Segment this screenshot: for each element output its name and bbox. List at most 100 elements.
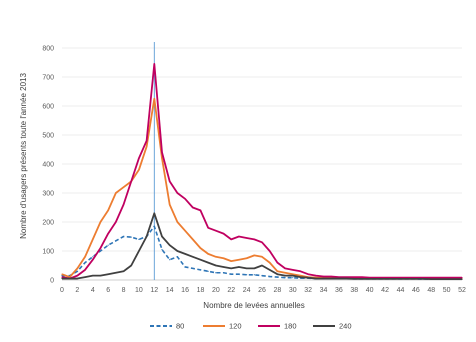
data-point bbox=[192, 206, 194, 209]
data-point bbox=[453, 277, 455, 279]
data-point bbox=[453, 278, 455, 280]
data-point bbox=[376, 278, 378, 280]
x-tick-label: 8 bbox=[122, 287, 126, 294]
data-point bbox=[346, 276, 348, 278]
data-point bbox=[61, 273, 63, 275]
data-point bbox=[122, 204, 125, 206]
data-point bbox=[153, 98, 155, 100]
data-point bbox=[69, 276, 71, 278]
data-point bbox=[238, 273, 240, 275]
data-point bbox=[422, 278, 425, 280]
data-point bbox=[322, 277, 325, 280]
data-point bbox=[346, 277, 348, 280]
data-point bbox=[69, 277, 71, 280]
data-point bbox=[161, 151, 163, 153]
data-point bbox=[92, 238, 94, 240]
data-point bbox=[146, 235, 148, 238]
data-point bbox=[461, 277, 463, 279]
data-point bbox=[330, 275, 332, 278]
data-point bbox=[122, 186, 125, 188]
data-point bbox=[276, 270, 278, 272]
data-point bbox=[84, 256, 86, 258]
data-point bbox=[122, 235, 125, 238]
legend-item-240: 240 bbox=[313, 322, 352, 331]
data-point bbox=[253, 254, 255, 256]
x-tick-label: 12 bbox=[150, 287, 158, 294]
y-axis-ticks: 0 100 200 300 400 500 600 700 800 bbox=[42, 46, 54, 285]
x-tick-label: 34 bbox=[320, 287, 328, 294]
data-point bbox=[361, 276, 363, 278]
data-point bbox=[207, 270, 209, 272]
data-point bbox=[184, 198, 186, 200]
data-point bbox=[92, 256, 94, 258]
x-tick-label: 18 bbox=[197, 287, 205, 294]
data-point bbox=[99, 247, 102, 249]
y-axis-title: Nombre d'usagers présents toute l'année … bbox=[19, 73, 28, 239]
data-point bbox=[184, 230, 186, 232]
data-point bbox=[199, 259, 202, 261]
data-point bbox=[138, 250, 140, 252]
x-tick-label: 48 bbox=[427, 287, 435, 294]
data-point bbox=[107, 209, 109, 211]
data-point bbox=[199, 247, 202, 249]
data-point bbox=[107, 244, 109, 246]
x-tick-label: 40 bbox=[366, 287, 374, 294]
data-point bbox=[461, 278, 463, 280]
y-tick-label: 700 bbox=[42, 75, 54, 82]
data-point bbox=[261, 241, 263, 243]
data-point bbox=[169, 259, 171, 261]
data-point bbox=[130, 264, 132, 267]
data-point bbox=[261, 275, 263, 277]
data-point bbox=[207, 262, 209, 264]
data-point bbox=[84, 262, 86, 264]
data-point bbox=[284, 272, 286, 274]
data-point bbox=[430, 278, 432, 280]
x-tick-label: 20 bbox=[212, 287, 220, 294]
data-point bbox=[261, 264, 263, 267]
data-point bbox=[207, 253, 209, 255]
y-tick-label: 300 bbox=[42, 191, 54, 198]
data-point bbox=[238, 259, 240, 261]
legend-label: 180 bbox=[284, 322, 297, 331]
x-tick-label: 32 bbox=[304, 287, 312, 294]
data-point bbox=[338, 276, 340, 278]
data-point bbox=[176, 250, 178, 252]
y-tick-label: 0 bbox=[50, 278, 54, 285]
data-point bbox=[207, 227, 209, 229]
data-point bbox=[222, 257, 225, 259]
data-point bbox=[230, 267, 232, 269]
data-point bbox=[199, 269, 202, 271]
x-tick-label: 14 bbox=[166, 287, 174, 294]
data-point bbox=[161, 248, 163, 251]
x-axis-ticks: 0 2 4 6 8 10 12 14 16 18 20 22 24 26 28 30 32 34 36 38 40 42 4… bbox=[60, 287, 466, 294]
legend-label: 80 bbox=[176, 322, 184, 331]
data-point bbox=[222, 272, 225, 274]
data-point bbox=[292, 269, 294, 271]
data-point bbox=[299, 275, 302, 277]
series-line-240 bbox=[62, 212, 462, 281]
data-point bbox=[292, 277, 294, 279]
data-point bbox=[76, 267, 78, 269]
data-point bbox=[107, 273, 109, 275]
data-point bbox=[230, 273, 232, 275]
data-point bbox=[222, 233, 225, 235]
data-point bbox=[438, 278, 440, 280]
data-point bbox=[138, 238, 140, 240]
data-point bbox=[122, 270, 125, 272]
data-point bbox=[284, 275, 286, 277]
data-point bbox=[230, 260, 232, 262]
legend-item-80: 80 bbox=[150, 322, 184, 331]
data-point bbox=[169, 244, 171, 246]
x-tick-label: 28 bbox=[273, 287, 281, 294]
data-point bbox=[392, 278, 394, 280]
data-point bbox=[299, 270, 302, 272]
data-point bbox=[353, 278, 355, 280]
data-point bbox=[230, 238, 232, 240]
x-tick-label: 16 bbox=[181, 287, 189, 294]
data-point bbox=[176, 256, 178, 258]
data-point bbox=[446, 277, 448, 279]
data-point bbox=[176, 192, 178, 194]
data-point bbox=[184, 266, 186, 268]
data-point bbox=[176, 221, 178, 223]
